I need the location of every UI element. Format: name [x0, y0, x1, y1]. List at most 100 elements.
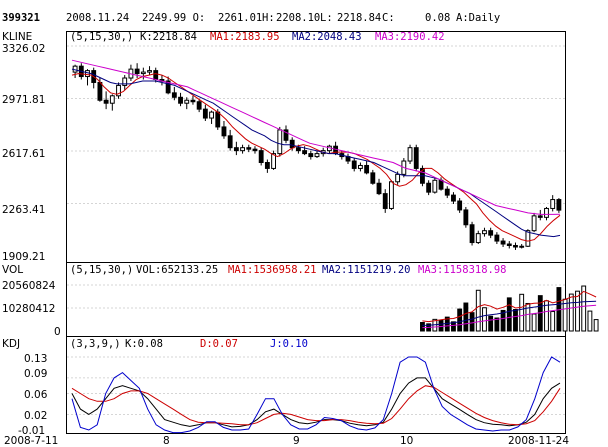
kline-y-tick: 2617.61 [2, 148, 45, 160]
kline-legend: KLINE (5,15,30,) K:2218.84 MA1:2183.95 M… [2, 31, 445, 43]
vol-ma3-legend: MA3:1158318.98 [418, 264, 507, 276]
kdj-y-axis: 0.13 0.09 0.06 0.02 -0.01 [18, 353, 48, 437]
x-tick-label: 8 [163, 435, 170, 447]
candle-body [196, 101, 202, 110]
vol-ma1-legend: MA1:1536958.21 [228, 264, 317, 276]
vol-ma3-line [422, 304, 597, 329]
candle-body [240, 147, 245, 152]
vol-value: VOL:652133.25 [136, 264, 218, 276]
candle-body [246, 147, 252, 150]
candle-body [519, 245, 525, 248]
candle-body [171, 92, 177, 98]
kdj-y-tick: -0.01 [18, 425, 45, 437]
candle-body [190, 99, 196, 103]
candle-body [283, 129, 289, 141]
kdj-d-legend: D:0.07 [200, 338, 238, 350]
volume-bar [438, 319, 444, 332]
kline-ma1-line [71, 73, 561, 242]
kdj-k-line [71, 377, 561, 428]
volume-bar [513, 309, 518, 332]
x-tick-label: 2008-11-24 [508, 435, 569, 447]
header-bar: 399321 2008.11.24 2249.99 O: 2261.01 H: … [2, 12, 500, 24]
candle-body [537, 215, 543, 218]
kdj-y-tick: 0.09 [24, 368, 47, 380]
candle-body [147, 70, 152, 73]
kline-y-axis: 3326.02 2971.81 2617.61 2263.41 1909.21 [2, 43, 45, 263]
candle-body [413, 147, 419, 169]
candle-body [463, 209, 469, 226]
candle-body [364, 164, 370, 174]
kdj-d-line [71, 385, 561, 426]
volume-bar [593, 319, 599, 332]
candle-body [432, 179, 438, 193]
candle-body [209, 111, 214, 119]
vol-title: VOL [2, 264, 23, 276]
vol-y-tick: 20560824 [2, 280, 56, 292]
candle-body [438, 179, 444, 190]
volume-bar [506, 297, 512, 332]
x-tick-label: 2008-7-11 [4, 435, 58, 447]
candle-body [475, 233, 481, 244]
vol-ma1-line [422, 290, 597, 323]
kline-ma3-legend: MA3:2190.42 [375, 31, 445, 43]
header-date: 2008.11.24 [66, 12, 129, 24]
candle-body [215, 111, 221, 128]
candle-body [109, 95, 115, 104]
candle-body [140, 71, 146, 75]
kdj-title: KDJ [2, 338, 20, 350]
volume-bar [469, 312, 475, 332]
candle-body [264, 162, 270, 169]
candle-body [221, 126, 227, 137]
volume-bar [587, 310, 593, 332]
kline-ma2-legend: MA2:2048.43 [292, 31, 362, 43]
kdj-k-legend: K:0.08 [125, 338, 163, 350]
vol-params: (5,15,30,) [70, 264, 133, 276]
candle-body [165, 80, 171, 94]
volume-bar [463, 302, 469, 332]
volume-bar [581, 285, 587, 332]
kline-params: (5,15,30,) [70, 31, 133, 43]
kline-y-tick: 3326.02 [2, 43, 45, 55]
candle-body [494, 234, 500, 242]
candle-body [488, 230, 494, 236]
candle-body [513, 245, 518, 248]
vol-y-tick: 10280412 [2, 303, 55, 315]
kdj-legend: KDJ (3,3,9,) K:0.08 D:0.07 J:0.10 [2, 338, 308, 350]
candle-body [134, 68, 140, 75]
candle-body [357, 164, 363, 169]
candle-body [97, 81, 103, 101]
volume-bar [488, 315, 494, 332]
kdj-y-tick: 0.06 [24, 389, 48, 401]
candle-body [500, 240, 506, 245]
candle-body [153, 70, 159, 81]
header-change: 0.08 [425, 12, 450, 24]
volume-bar [568, 293, 574, 332]
candle-body [370, 172, 376, 184]
candle-body [289, 139, 295, 149]
candle-body [308, 153, 314, 158]
candle-body [258, 150, 264, 164]
kdj-j-line [71, 356, 561, 434]
kdj-params: (3,3,9,) [70, 338, 121, 350]
candle-body [556, 199, 562, 211]
kline-y-tick: 2971.81 [2, 94, 45, 106]
candle-body [302, 150, 308, 155]
vol-y-tick: 0 [54, 326, 61, 338]
x-tick-label: 9 [293, 435, 300, 447]
kline-y-tick: 1909.21 [2, 251, 45, 263]
kline-ma1-legend: MA1:2183.95 [210, 31, 280, 43]
candle-body [407, 147, 413, 162]
kline-y-tick: 2263.41 [2, 204, 45, 216]
candle-body [277, 129, 283, 155]
plot-layer [67, 45, 599, 434]
candle-body [184, 99, 190, 104]
kline-ma3-line [71, 59, 561, 215]
candle-body [525, 230, 531, 247]
x-axis: 2008-7-11 8 9 10 2008-11-24 [4, 435, 569, 447]
header-low-label: L: [320, 12, 333, 24]
candle-body [531, 215, 537, 232]
stock-code: 399321 [2, 12, 40, 24]
candle-body [469, 224, 475, 244]
candle-body [85, 70, 90, 78]
